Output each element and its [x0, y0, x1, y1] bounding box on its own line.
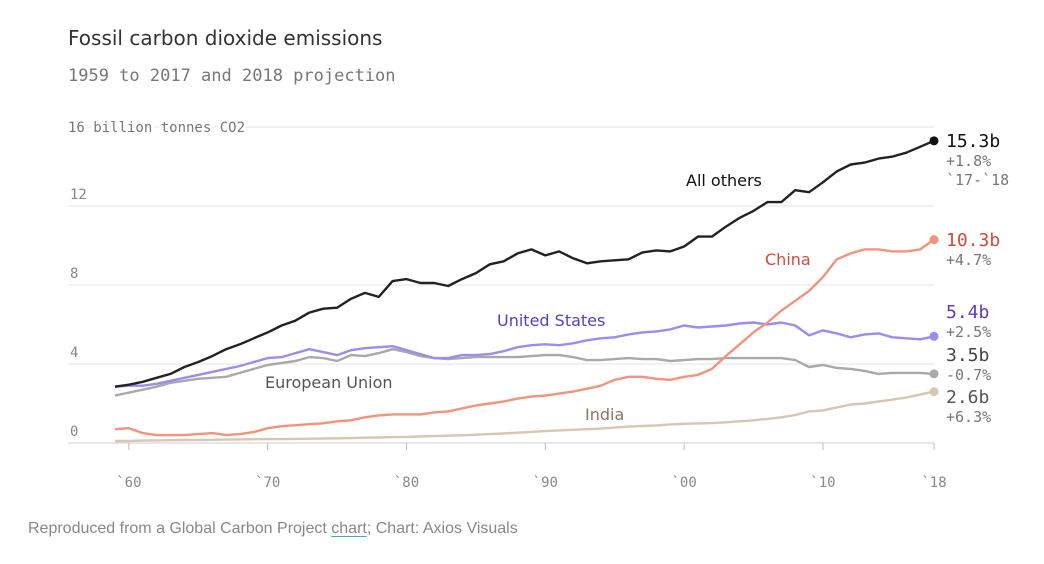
- x-tick-label-2010: `10: [810, 475, 835, 491]
- end-dot-china: [929, 235, 939, 245]
- change-china: +4.7%: [946, 251, 991, 269]
- end-value-united-states: 5.4b: [946, 302, 989, 323]
- x-tick-label-2000: `00: [671, 475, 696, 491]
- end-value-india: 2.6b: [946, 387, 989, 408]
- end-value-european-union: 3.5b: [946, 345, 989, 366]
- change-european-union: -0.7%: [946, 366, 991, 384]
- x-tick-label-2018: `18: [921, 475, 946, 491]
- y-tick-label-8: 8: [70, 266, 78, 282]
- x-tick-label-1980: `80: [394, 475, 419, 491]
- change-united-states: +2.5%: [946, 323, 991, 341]
- footer-suffix: ; Chart: Axios Visuals: [366, 520, 518, 537]
- y-tick-label-4: 4: [70, 345, 78, 361]
- series-label-china: China: [765, 250, 811, 269]
- end-dot-european-union: [929, 369, 939, 379]
- series-line-all-others: [114, 139, 935, 388]
- source-chart-link[interactable]: chart: [331, 520, 367, 537]
- series-label-european-union: European Union: [265, 373, 393, 392]
- source-footer: Reproduced from a Global Carbon Project …: [28, 520, 518, 538]
- series-line-india: [115, 390, 935, 443]
- footer-prefix: Reproduced from a Global Carbon Project: [28, 520, 332, 537]
- chart-title: Fossil carbon dioxide emissions: [68, 26, 383, 50]
- y-tick-label-12: 12: [70, 187, 87, 203]
- series-line-china: [114, 238, 935, 437]
- change-all-others: +1.8%: [946, 152, 991, 170]
- y-tick-label-0: 0: [70, 424, 78, 440]
- series-label-all-others: All others: [686, 171, 762, 190]
- end-value-china: 10.3b: [946, 230, 1000, 251]
- series-label-india: India: [585, 405, 624, 424]
- x-tick-label-1960: `60: [116, 475, 141, 491]
- series-label-united-states: United States: [497, 311, 605, 330]
- chart-subtitle: 1959 to 2017 and 2018 projection: [68, 66, 396, 86]
- change-note-all-others: `17-`18: [946, 171, 1009, 189]
- x-tick-label-1990: `90: [533, 475, 558, 491]
- end-value-all-others: 15.3b: [946, 131, 1000, 152]
- end-dot-all-others: [929, 136, 939, 146]
- end-dot-united-states: [929, 331, 939, 341]
- x-tick-label-1970: `70: [255, 475, 280, 491]
- series-line-united-states: [114, 321, 935, 388]
- end-dot-india: [929, 387, 939, 397]
- y-axis-label: 16 billion tonnes CO2: [68, 120, 245, 136]
- change-india: +6.3%: [946, 408, 991, 426]
- series-line-european-union: [114, 348, 935, 397]
